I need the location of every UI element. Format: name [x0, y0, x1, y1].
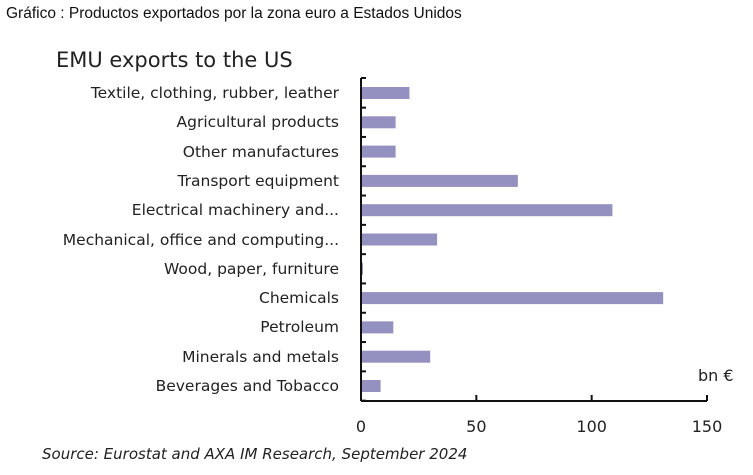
figure-caption: Gráfico : Productos exportados por la zo… — [6, 5, 462, 22]
x-tick-label: 150 — [691, 417, 723, 436]
bar — [362, 174, 518, 187]
category-label: Wood, paper, furniture — [164, 259, 339, 278]
bar — [362, 350, 431, 363]
category-label: Electrical machinery and... — [131, 201, 339, 220]
source-note: Source: Eurostat and AXA IM Research, Se… — [42, 445, 468, 463]
bar — [362, 292, 664, 305]
x-tick-label: 50 — [466, 417, 487, 436]
bar — [362, 204, 613, 217]
x-tick-label: 100 — [576, 417, 607, 436]
bar — [362, 262, 363, 275]
bar — [362, 116, 396, 129]
bar — [362, 145, 396, 158]
bar — [362, 87, 410, 99]
category-label: Transport equipment — [177, 171, 339, 190]
category-label: Petroleum — [260, 318, 339, 337]
category-label: Minerals and metals — [182, 347, 339, 366]
category-label: Mechanical, office and computing... — [62, 230, 339, 249]
category-label: Other manufactures — [182, 142, 339, 161]
x-axis-unit-label: bn € — [698, 366, 734, 385]
chart-title: EMU exports to the US — [56, 48, 293, 72]
bar — [362, 321, 394, 334]
x-tick-label: 0 — [355, 417, 367, 436]
category-label: Beverages and Tobacco — [155, 377, 339, 395]
category-label: Agricultural products — [176, 113, 339, 132]
bar — [362, 233, 438, 246]
bar — [362, 380, 381, 392]
category-label: Textile, clothing, rubber, leather — [90, 84, 339, 102]
category-label: Chemicals — [259, 289, 339, 308]
